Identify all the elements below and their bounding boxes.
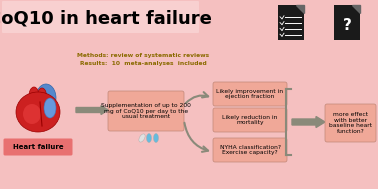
Polygon shape [296, 5, 304, 13]
Ellipse shape [23, 104, 41, 124]
Text: CoQ10 in heart failure: CoQ10 in heart failure [0, 10, 212, 28]
Text: Methods: review of systematic reviews: Methods: review of systematic reviews [77, 53, 209, 57]
FancyBboxPatch shape [213, 138, 287, 162]
FancyBboxPatch shape [213, 108, 287, 132]
Ellipse shape [153, 133, 158, 143]
FancyBboxPatch shape [2, 1, 199, 33]
Text: ?: ? [342, 19, 352, 33]
Text: Results:  10  meta-analyses  included: Results: 10 meta-analyses included [80, 61, 206, 67]
FancyBboxPatch shape [3, 139, 73, 156]
Text: Supplementation of up to 200
mg of CoQ10 per day to the
usual treatment: Supplementation of up to 200 mg of CoQ10… [101, 103, 191, 119]
Ellipse shape [29, 87, 39, 105]
Text: NYHA classification?
Exercise capacity?: NYHA classification? Exercise capacity? [220, 145, 280, 155]
FancyBboxPatch shape [325, 104, 376, 142]
FancyBboxPatch shape [213, 82, 287, 106]
Polygon shape [292, 116, 325, 128]
Text: Heart failure: Heart failure [13, 144, 63, 150]
Text: more effect
with better
baseline heart
function?: more effect with better baseline heart f… [329, 112, 372, 134]
FancyBboxPatch shape [108, 91, 184, 131]
Ellipse shape [37, 88, 46, 104]
FancyBboxPatch shape [278, 5, 304, 40]
Ellipse shape [44, 98, 56, 118]
Ellipse shape [36, 84, 56, 112]
Text: Likely reduction in
mortality: Likely reduction in mortality [222, 115, 278, 125]
Polygon shape [76, 105, 108, 115]
Ellipse shape [147, 133, 152, 143]
Ellipse shape [139, 134, 145, 142]
FancyBboxPatch shape [334, 5, 360, 40]
Ellipse shape [16, 92, 60, 132]
Text: Likely improvement in
ejection fraction: Likely improvement in ejection fraction [217, 89, 284, 99]
Polygon shape [352, 5, 360, 13]
